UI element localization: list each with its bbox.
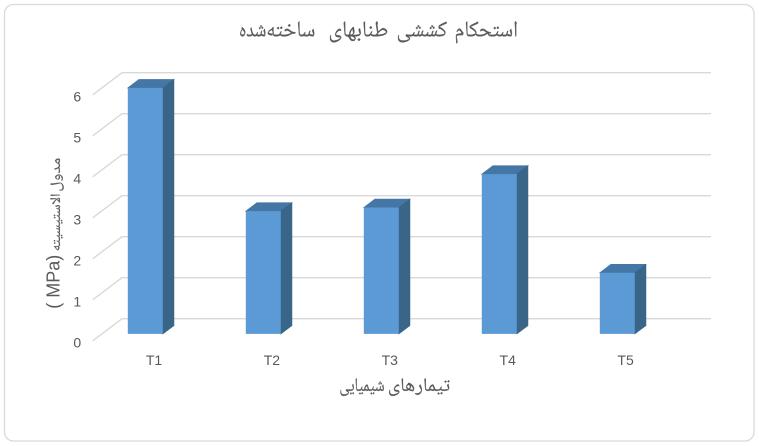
svg-text:6: 6	[73, 88, 81, 104]
svg-text:T2: T2	[264, 352, 281, 368]
svg-text:T5: T5	[617, 352, 634, 368]
svg-text:T1: T1	[146, 352, 163, 368]
svg-text:0: 0	[73, 334, 81, 350]
svg-text:2: 2	[73, 252, 81, 268]
svg-text:( MPa): ( MPa)	[43, 255, 63, 309]
svg-text:T3: T3	[382, 352, 399, 368]
svg-text:T4: T4	[500, 352, 517, 368]
svg-text:3: 3	[73, 211, 81, 227]
svg-text:4: 4	[73, 170, 81, 186]
svg-text:5: 5	[73, 129, 81, 145]
svg-text:1: 1	[73, 293, 81, 309]
